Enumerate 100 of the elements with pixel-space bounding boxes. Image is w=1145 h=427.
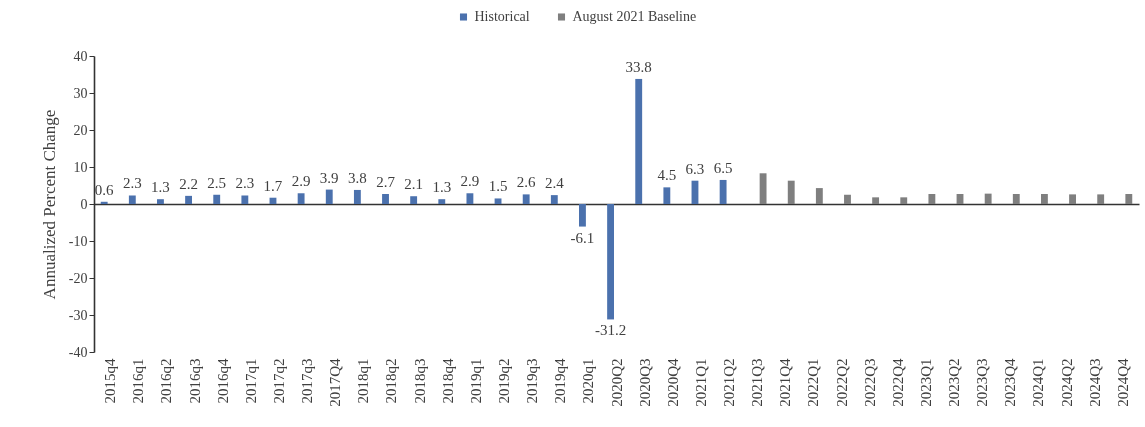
x-tick-label: 2016q2: [158, 358, 175, 404]
data-label: 6.5: [713, 159, 733, 176]
data-label: 2.7: [376, 174, 396, 191]
x-tick-label: 2024Q1: [1030, 358, 1047, 407]
data-label: 1.7: [263, 177, 283, 194]
bar: [325, 189, 333, 204]
bar: [494, 198, 502, 204]
data-label: 3.8: [348, 169, 367, 186]
bar: [185, 195, 193, 204]
data-label: 1.3: [432, 179, 452, 196]
bar: [1040, 194, 1048, 204]
y-tick-label: 30: [73, 85, 88, 101]
bar: [297, 193, 305, 204]
x-tick-label: 2021Q2: [721, 358, 738, 407]
x-tick-label: 2023Q3: [974, 358, 991, 407]
data-label: 0.6: [94, 181, 115, 198]
x-tick-label: 2018q4: [439, 358, 456, 404]
bar: [1012, 194, 1020, 204]
data-label: 6.3: [685, 160, 705, 177]
bar: [719, 179, 727, 204]
data-label: 2.2: [179, 175, 198, 192]
data-label: 1.3: [151, 179, 170, 196]
y-tick-label: 40: [73, 48, 88, 64]
x-tick-label: 2020Q3: [636, 358, 653, 407]
x-tick-label: 2019q2: [495, 358, 512, 404]
x-tick-label: 2024Q4: [1114, 358, 1131, 407]
x-tick-label: 2016q3: [186, 358, 203, 404]
bar: [410, 196, 418, 204]
bar: [128, 195, 136, 204]
x-tick-label: 2016q1: [130, 358, 147, 404]
data-label: 2.6: [516, 174, 537, 191]
x-tick-label: 2019q1: [467, 358, 484, 404]
y-tick-label: -40: [68, 344, 88, 360]
bar: [759, 173, 767, 204]
x-tick-label: 2022Q3: [861, 358, 878, 407]
data-label: 2.9: [291, 173, 311, 190]
bar: [787, 180, 795, 204]
data-label: 2.1: [404, 176, 424, 193]
legend-label: August 2021 Baseline: [572, 9, 697, 24]
bar: [635, 78, 643, 204]
x-tick-label: 2021Q3: [749, 358, 766, 407]
x-tick-label: 2021Q4: [777, 358, 794, 407]
x-tick-label: 2016q4: [214, 358, 231, 404]
y-tick-label: -10: [68, 233, 88, 249]
x-tick-label: 2023Q1: [917, 358, 934, 407]
bar: [928, 194, 936, 204]
bar: [872, 197, 880, 204]
bar: [815, 188, 823, 204]
bar: [550, 195, 558, 204]
bar: [984, 193, 992, 204]
bar: [213, 194, 221, 204]
bar: [157, 199, 164, 204]
bar: [1097, 194, 1105, 204]
y-tick-label: 10: [73, 159, 88, 175]
y-tick-label: 0: [80, 196, 88, 212]
x-tick-label: 2017q1: [242, 358, 259, 404]
x-tick-label: 2017q2: [270, 358, 287, 404]
x-tick-label: 2020Q4: [664, 358, 681, 407]
x-tick-label: 2020Q2: [608, 358, 625, 407]
bar: [522, 194, 530, 204]
x-tick-label: 2023Q4: [1002, 358, 1019, 407]
x-tick-label: 2017q3: [299, 358, 316, 404]
x-tick-label: 2017Q4: [327, 358, 344, 407]
x-tick-label: 2019q3: [524, 358, 541, 404]
x-tick-label: 2021Q1: [692, 358, 709, 407]
data-label: 4.5: [657, 167, 677, 184]
x-tick-label: 2022Q2: [833, 358, 850, 407]
bar: [1125, 194, 1133, 204]
bar: [438, 199, 446, 204]
x-tick-label: 2020q1: [580, 358, 597, 404]
y-tick-label: -20: [68, 270, 88, 286]
bar: [241, 195, 249, 204]
bar: [466, 193, 474, 204]
data-label: 2.3: [122, 175, 142, 192]
bar: [353, 189, 361, 204]
data-label: 1.5: [488, 178, 508, 195]
x-tick-label: 2023Q2: [946, 358, 963, 407]
data-label: 2.3: [235, 175, 255, 192]
x-tick-label: 2024Q3: [1086, 358, 1103, 407]
bar: [579, 204, 586, 227]
data-label: 3.9: [319, 169, 339, 186]
x-tick-label: 2018q1: [355, 358, 372, 404]
y-tick-label: -30: [68, 307, 88, 323]
bar: [663, 187, 671, 204]
data-label: 2.5: [207, 174, 227, 191]
data-label: 33.8: [625, 58, 652, 75]
data-label: -31.2: [594, 322, 627, 339]
bar: [382, 194, 389, 204]
legend-label: Historical: [474, 9, 530, 24]
x-tick-label: 2015q4: [102, 358, 119, 404]
bar: [100, 201, 108, 204]
x-tick-label: 2019q4: [552, 358, 569, 404]
y-axis-title: Annualized Percent Change: [39, 109, 59, 300]
bar: [607, 204, 615, 320]
data-label: 2.4: [544, 175, 565, 192]
bar: [1069, 194, 1076, 204]
bar: [900, 197, 908, 204]
x-tick-label: 2024Q2: [1058, 358, 1075, 407]
x-tick-label: 2018q3: [411, 358, 428, 404]
bar: [844, 194, 851, 204]
